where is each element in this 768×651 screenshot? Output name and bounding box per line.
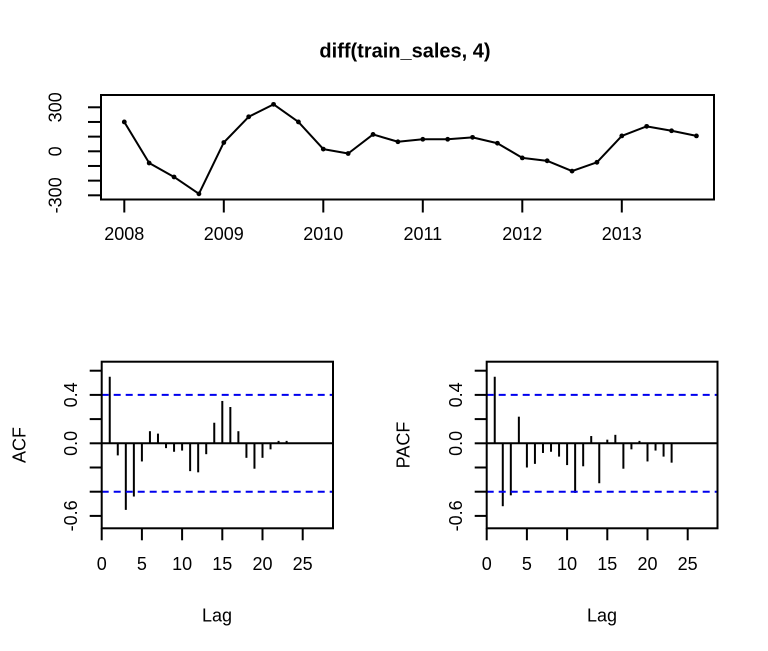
x-tick-label: 15 (212, 554, 232, 574)
acf-y-axis-label: ACF (9, 427, 30, 463)
y-tick-label: 0.0 (446, 431, 466, 456)
plot-box (100, 360, 334, 530)
data-point (644, 123, 650, 129)
data-point (470, 134, 475, 140)
plot-box (485, 360, 719, 530)
x-tick-label: 10 (172, 554, 192, 574)
x-tick-label: 20 (637, 554, 657, 574)
x-tick-label: 10 (557, 554, 577, 574)
data-point (694, 133, 699, 139)
data-point (569, 168, 575, 174)
x-tick-label: 15 (597, 554, 617, 574)
x-tick-label: 2013 (602, 224, 642, 244)
pacf-plot: 0.4 0.0 -0.6 0 5 10 15 20 25 (446, 360, 719, 574)
x-tick-label: 2009 (204, 224, 244, 244)
data-point (370, 132, 376, 137)
x-tick-label: 2010 (303, 224, 343, 244)
data-point (594, 159, 600, 165)
y-tick-label: -0.6 (61, 500, 81, 531)
acf-x-axis-label: Lag (201, 605, 233, 626)
x-tick-label: 2011 (403, 224, 442, 244)
y-tick-label: 300 (45, 92, 65, 122)
plot-box (100, 94, 715, 201)
data-point (519, 155, 525, 161)
y-tick-label: 0.0 (61, 431, 81, 456)
x-tick-label: 0 (482, 554, 492, 574)
acf-plot: 0.4 0.0 -0.6 0 5 10 15 20 25 (61, 360, 334, 574)
data-point (271, 101, 276, 107)
pacf-x-axis-label: Lag (586, 605, 618, 626)
y-tick-label: -0.6 (446, 500, 466, 531)
x-tick-label: 5 (522, 554, 532, 574)
data-point (395, 139, 401, 145)
data-point (121, 119, 127, 125)
x-tick-label: 25 (678, 554, 698, 574)
pacf-y-axis-label: PACF (393, 421, 414, 469)
y-tick-label: 0.4 (61, 382, 81, 407)
y-tick-label: 0.4 (446, 382, 466, 407)
data-point (196, 191, 202, 197)
data-point (296, 119, 301, 125)
data-point (420, 136, 426, 142)
data-point (445, 136, 451, 142)
data-point (345, 151, 351, 156)
data-point (246, 114, 252, 120)
x-tick-label: 5 (137, 554, 147, 574)
data-point (669, 128, 674, 134)
data-point (320, 146, 326, 152)
data-point (146, 160, 152, 166)
series-line (123, 103, 697, 195)
timeseries-plot: 300 0 -300 2008 2009 2010 2011 2012 2013 (45, 92, 715, 244)
x-tick-label: 20 (252, 554, 272, 574)
data-point (544, 158, 550, 164)
data-point (221, 140, 227, 145)
x-tick-label: 25 (293, 554, 313, 574)
y-tick-label: -300 (45, 177, 65, 213)
y-tick-label: 0 (45, 146, 65, 156)
x-tick-label: 2012 (502, 224, 542, 244)
x-tick-label: 2008 (104, 224, 144, 244)
data-point (171, 174, 177, 180)
data-point (619, 133, 625, 139)
data-point (495, 140, 500, 146)
x-tick-label: 0 (97, 554, 107, 574)
chart-title: diff(train_sales, 4) (319, 40, 491, 63)
